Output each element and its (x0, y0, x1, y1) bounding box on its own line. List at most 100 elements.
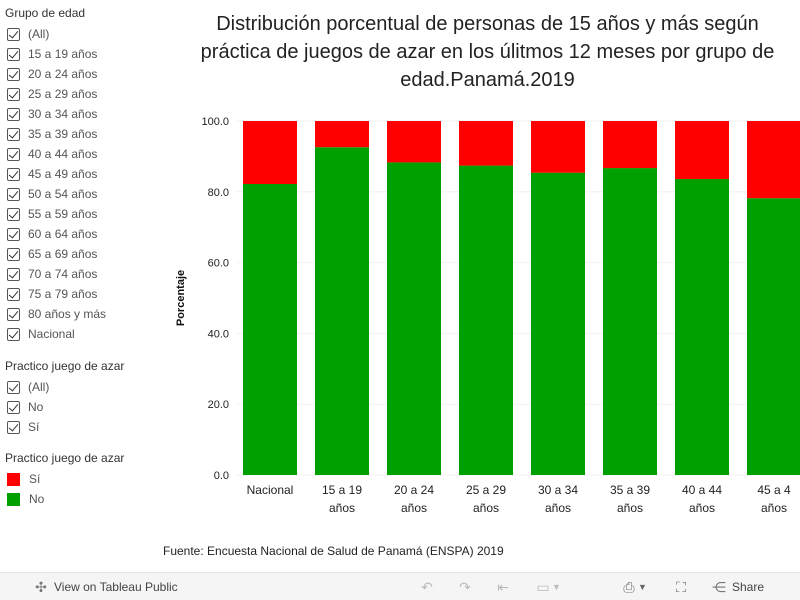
chevron-down-icon: ▼ (552, 582, 561, 592)
view-on-tableau-link[interactable]: ✣ View on Tableau Public (32, 573, 178, 600)
checkbox-checked-icon[interactable] (7, 47, 20, 61)
x-category-label: 15 a 19 (322, 483, 362, 497)
share-button[interactable]: ⋲ Share (710, 573, 764, 600)
checkbox-checked-icon[interactable] (7, 207, 20, 221)
source-note: Fuente: Encuesta Nacional de Salud de Pa… (163, 544, 504, 558)
legend-swatch (7, 492, 20, 506)
gambling-option-label: (All) (28, 380, 50, 394)
age-group-option[interactable]: 70 a 74 años (7, 265, 97, 283)
filter-panel: Grupo de edad (All) 15 a 19 años 20 a 24 a… (0, 0, 160, 560)
age-group-option[interactable]: 55 a 59 años (7, 205, 97, 223)
bar-segment-no (603, 168, 657, 475)
redo-icon: ↷ (459, 578, 471, 595)
download-button[interactable]: ⎙ ▼ (620, 573, 647, 600)
gambling-option[interactable]: No (7, 398, 43, 416)
age-group-option-label: 45 a 49 años (28, 167, 98, 181)
x-category-label: 25 a 29 (466, 483, 506, 497)
age-group-option[interactable]: 35 a 39 años (7, 125, 97, 143)
x-category-label: Nacional (247, 483, 294, 497)
age-group-option-label: 25 a 29 años (28, 87, 98, 101)
checkbox-checked-icon[interactable] (7, 380, 20, 394)
y-tick-label: 0.0 (214, 470, 229, 482)
age-group-option[interactable]: 50 a 54 años (7, 185, 97, 203)
legend-title: Practico juego de azar (5, 451, 125, 465)
legend-item[interactable]: Sí (7, 470, 40, 488)
age-group-option-label: 20 a 24 años (28, 67, 98, 81)
pause-updates-button[interactable]: ▭ ▼ (534, 573, 561, 600)
fullscreen-icon: ⛶ (676, 578, 686, 595)
gambling-option[interactable]: Sí (7, 418, 39, 436)
age-group-option[interactable]: 60 a 64 años (7, 225, 97, 243)
age-group-option-label: 35 a 39 años (28, 127, 98, 141)
age-group-filter-title: Grupo de edad (5, 6, 86, 20)
age-group-option-label: 75 a 79 años (28, 287, 98, 301)
bar-segment-no (243, 184, 297, 475)
checkbox-checked-icon[interactable] (7, 227, 20, 241)
x-category-label: años (473, 501, 499, 515)
fullscreen-button[interactable]: ⛶ (672, 573, 690, 600)
age-group-option[interactable]: 20 a 24 años (7, 65, 97, 83)
bar-segment-s (675, 121, 729, 180)
age-group-option-label: 55 a 59 años (28, 207, 98, 221)
legend-item[interactable]: No (7, 490, 44, 508)
age-group-option-label: 30 a 34 años (28, 107, 98, 121)
checkbox-checked-icon[interactable] (7, 167, 20, 181)
checkbox-checked-icon[interactable] (7, 267, 20, 281)
age-group-option[interactable]: 75 a 79 años (7, 285, 97, 303)
bar-segment-no (459, 165, 513, 475)
gambling-option[interactable]: (All) (7, 378, 49, 396)
x-category-label: 20 a 24 (394, 483, 434, 497)
age-group-option[interactable]: (All) (7, 25, 49, 43)
revert-button[interactable]: ⇤ (494, 573, 512, 600)
checkbox-checked-icon[interactable] (7, 27, 20, 41)
bar-segment-no (675, 179, 729, 475)
age-group-option-label: 15 a 19 años (28, 47, 98, 61)
checkbox-checked-icon[interactable] (7, 87, 20, 101)
share-icon: ⋲ (712, 578, 726, 595)
legend-label: Sí (29, 472, 41, 486)
age-group-option[interactable]: 65 a 69 años (7, 245, 97, 263)
checkbox-checked-icon[interactable] (7, 127, 20, 141)
age-group-option-label: 60 a 64 años (28, 227, 98, 241)
x-category-label: años (545, 501, 571, 515)
age-group-option-label: 40 a 44 años (28, 147, 98, 161)
x-category-label: 30 a 34 (538, 483, 578, 497)
share-label: Share (732, 580, 765, 594)
checkbox-checked-icon[interactable] (7, 327, 20, 341)
undo-button[interactable]: ↶ (418, 573, 436, 600)
chart-title-line: edad.Panamá.2019 (400, 69, 575, 91)
x-category-label: años (329, 501, 355, 515)
view-on-tableau-label: View on Tableau Public (54, 580, 178, 594)
x-category-label: 35 a 39 (610, 483, 650, 497)
download-icon: ⎙ (623, 578, 635, 595)
gambling-option-label: Sí (28, 420, 40, 434)
checkbox-checked-icon[interactable] (7, 287, 20, 301)
redo-button[interactable]: ↷ (456, 573, 474, 600)
age-group-option[interactable]: 40 a 44 años (7, 145, 97, 163)
checkbox-checked-icon[interactable] (7, 400, 20, 414)
checkbox-checked-icon[interactable] (7, 107, 20, 121)
age-group-option[interactable]: 30 a 34 años (7, 105, 97, 123)
bar-segment-s (243, 121, 297, 185)
age-group-option[interactable]: 25 a 29 años (7, 85, 97, 103)
stacked-bar-chart: 0.0 20.0 40.0 60.0 80.0 100.0 Porcentaje Nacion… (175, 116, 800, 515)
checkbox-checked-icon[interactable] (7, 307, 20, 321)
age-group-option-label: 50 a 54 años (28, 187, 98, 201)
bar-segment-no (747, 198, 800, 475)
age-group-option[interactable]: Nacional (7, 325, 75, 343)
age-group-option[interactable]: 80 años y más (7, 305, 106, 323)
age-group-option[interactable]: 45 a 49 años (7, 165, 97, 183)
y-tick-label: 20.0 (208, 399, 229, 411)
x-category-label: años (761, 501, 787, 515)
checkbox-checked-icon[interactable] (7, 247, 20, 261)
checkbox-checked-icon[interactable] (7, 420, 20, 434)
checkbox-checked-icon[interactable] (7, 147, 20, 161)
bar-segment-s (531, 121, 585, 173)
y-tick-label: 100.0 (201, 116, 229, 128)
chevron-down-icon: ▼ (638, 582, 647, 592)
checkbox-checked-icon[interactable] (7, 187, 20, 201)
checkbox-checked-icon[interactable] (7, 67, 20, 81)
tableau-logo-icon: ✣ (35, 578, 47, 595)
gambling-option-label: No (28, 400, 44, 414)
age-group-option[interactable]: 15 a 19 años (7, 45, 97, 63)
